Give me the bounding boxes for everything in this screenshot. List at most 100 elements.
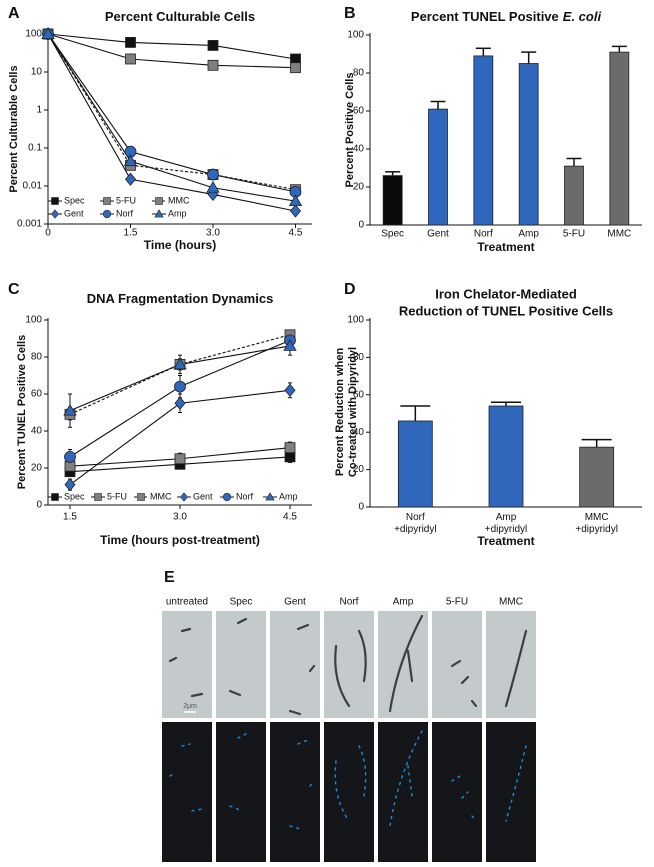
x-tick-label: Norf +dipyridyl bbox=[394, 512, 437, 535]
column-label: Amp bbox=[393, 597, 414, 608]
marker bbox=[289, 204, 302, 218]
x-tick-label: 3.0 bbox=[173, 512, 187, 523]
cell bbox=[190, 692, 204, 698]
marker bbox=[64, 478, 76, 492]
marker bbox=[288, 194, 303, 207]
fluorescence-image bbox=[216, 722, 266, 862]
marker bbox=[125, 53, 136, 65]
y-tick-label: 0.1 bbox=[28, 143, 42, 154]
marker bbox=[125, 37, 136, 48]
column-label: Spec bbox=[230, 597, 253, 608]
cell-signal bbox=[297, 739, 309, 745]
marker bbox=[284, 383, 296, 397]
cell bbox=[334, 644, 351, 708]
y-tick-label: 100 bbox=[25, 315, 42, 326]
cell-signal bbox=[389, 730, 423, 827]
x-tick-label: 1.5 bbox=[124, 228, 138, 239]
cell bbox=[470, 699, 478, 708]
x-tick-label: Gent bbox=[427, 229, 449, 240]
x-tick-label: Amp +dipyridyl bbox=[484, 512, 528, 535]
y-axis-label: Percent Reduction when bbox=[334, 348, 346, 477]
marker bbox=[284, 451, 296, 463]
y-axis-label: Co-treated with Dipyridyl bbox=[347, 347, 359, 477]
bar bbox=[473, 55, 494, 226]
legend-marker bbox=[94, 493, 102, 501]
y-tick-label: 20 bbox=[353, 464, 365, 475]
y-tick-label: 0 bbox=[358, 220, 364, 231]
y-tick-label: 80 bbox=[353, 352, 365, 363]
legend-label: MMC bbox=[168, 195, 190, 205]
cell-signal bbox=[289, 825, 301, 830]
chart-title: Percent Culturable Cells bbox=[105, 9, 255, 24]
cell-signal bbox=[358, 745, 367, 797]
legend-label: Spec bbox=[64, 491, 85, 501]
bar bbox=[579, 446, 615, 508]
bar bbox=[609, 51, 630, 226]
column-label: 5-FU bbox=[446, 597, 468, 608]
marker bbox=[124, 172, 137, 186]
legend-label: 5-FU bbox=[107, 491, 127, 501]
series-line bbox=[47, 33, 296, 212]
cell bbox=[357, 629, 367, 683]
bar bbox=[382, 175, 403, 226]
panel-letter: A bbox=[8, 5, 20, 22]
marker bbox=[207, 40, 219, 51]
y-tick-label: 40 bbox=[353, 427, 365, 438]
title-italic: E. coli bbox=[563, 9, 602, 24]
cell-signal bbox=[461, 791, 469, 799]
cell-signal bbox=[237, 733, 247, 739]
cell-signal bbox=[309, 780, 315, 787]
fluorescence-image bbox=[486, 722, 536, 862]
bar bbox=[397, 420, 433, 508]
series-line bbox=[47, 33, 296, 202]
fluorescence-image bbox=[270, 722, 320, 862]
legend-label: Norf bbox=[116, 208, 134, 218]
legend-marker bbox=[180, 492, 188, 502]
x-tick-label: 4.5 bbox=[283, 512, 297, 523]
cell bbox=[504, 629, 528, 708]
legend-marker bbox=[154, 209, 164, 218]
marker bbox=[63, 403, 77, 416]
bar bbox=[428, 108, 448, 226]
y-tick-label: 60 bbox=[353, 106, 365, 117]
cell bbox=[406, 649, 414, 683]
chart-title: Iron Chelator-Mediated bbox=[435, 286, 577, 301]
marker bbox=[206, 180, 220, 193]
x-axis-label: Treatment bbox=[477, 240, 534, 254]
x-tick-label: Norf bbox=[474, 229, 493, 240]
y-tick-label: 100 bbox=[25, 29, 42, 40]
x-tick-label: Spec bbox=[381, 229, 404, 240]
cell bbox=[168, 656, 178, 663]
y-tick-label: 60 bbox=[31, 389, 43, 400]
y-tick-label: 100 bbox=[347, 315, 364, 326]
cell bbox=[460, 675, 470, 685]
marker bbox=[283, 339, 297, 351]
cell bbox=[236, 617, 248, 625]
phase-image bbox=[486, 611, 536, 718]
marker bbox=[207, 59, 219, 71]
x-axis-label: Time (hours) bbox=[144, 238, 216, 252]
legend-label: Amp bbox=[279, 491, 298, 501]
y-tick-label: 20 bbox=[353, 182, 365, 193]
y-tick-label: 100 bbox=[347, 30, 364, 41]
cell bbox=[388, 614, 424, 713]
fluorescence-image bbox=[324, 722, 374, 862]
column-label: Gent bbox=[284, 597, 306, 608]
y-tick-label: 40 bbox=[353, 144, 365, 155]
legend-marker bbox=[155, 197, 163, 205]
bar bbox=[564, 165, 584, 226]
chart-title: Percent TUNEL Positive E. coli bbox=[411, 9, 602, 24]
title-text: Percent TUNEL Positive bbox=[411, 9, 559, 24]
marker bbox=[174, 396, 186, 410]
legend-marker bbox=[51, 197, 59, 205]
x-tick-label: 3.0 bbox=[206, 228, 220, 239]
y-tick-label: 20 bbox=[31, 463, 43, 474]
title-text: DNA Fragmentation Dynamics bbox=[87, 291, 274, 306]
marker bbox=[290, 62, 301, 74]
column-label: Norf bbox=[340, 597, 359, 608]
y-axis-label: Percent TUNEL Positive Cells bbox=[16, 335, 28, 489]
x-tick-label: 5-FU bbox=[563, 229, 585, 240]
y-tick-label: 0 bbox=[358, 502, 364, 513]
x-axis-label: Treatment bbox=[477, 534, 534, 548]
series-line bbox=[47, 33, 296, 191]
